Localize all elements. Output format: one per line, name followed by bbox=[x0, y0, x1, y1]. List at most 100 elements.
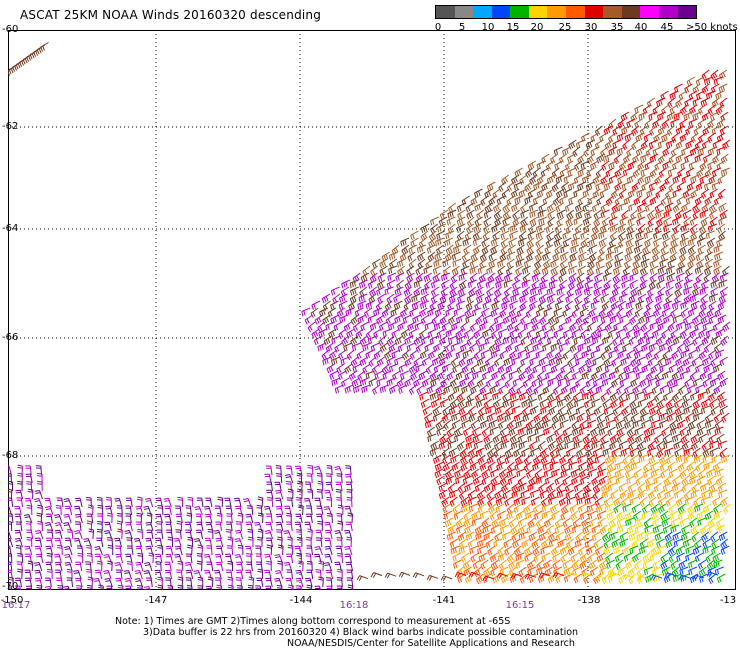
wind-barb bbox=[661, 104, 670, 116]
wind-barb bbox=[714, 468, 724, 478]
wind-barb bbox=[582, 188, 592, 198]
legend-swatch-5 bbox=[528, 6, 548, 18]
wind-barb bbox=[461, 552, 470, 563]
wind-barb bbox=[718, 216, 728, 226]
wind-barb bbox=[75, 521, 82, 532]
wind-barb bbox=[684, 321, 694, 331]
wind-barb bbox=[634, 426, 644, 436]
wind-barb bbox=[559, 195, 569, 205]
wind-barb bbox=[548, 279, 558, 289]
chart-title: ASCAT 25KM NOAA Winds 20160320 descendin… bbox=[20, 8, 322, 22]
wind-barb bbox=[205, 497, 213, 508]
wind-barb bbox=[613, 412, 623, 423]
wind-barb bbox=[593, 405, 602, 416]
wind-barb bbox=[700, 314, 709, 325]
wind-barb bbox=[551, 181, 560, 193]
wind-barb bbox=[692, 111, 702, 121]
wind-barb bbox=[368, 356, 377, 368]
wind-barb bbox=[226, 545, 234, 556]
wind-barb bbox=[474, 482, 484, 492]
wind-barb bbox=[713, 244, 723, 254]
wind-barb bbox=[710, 405, 719, 416]
wind-barb bbox=[697, 391, 707, 401]
wind-barb bbox=[640, 139, 649, 151]
wind-barb bbox=[484, 202, 493, 214]
wind-barb bbox=[74, 505, 82, 516]
wind-barb bbox=[14, 505, 22, 516]
wind-barb bbox=[265, 521, 273, 532]
wind-barb bbox=[682, 538, 692, 548]
wind-barb bbox=[614, 468, 624, 478]
wind-barb bbox=[695, 461, 704, 473]
wind-barb bbox=[692, 314, 701, 325]
wind-barb bbox=[508, 517, 517, 528]
wind-barb bbox=[490, 566, 499, 577]
wind-barb bbox=[465, 202, 474, 213]
wind-barb bbox=[352, 384, 362, 394]
wind-barb bbox=[520, 314, 529, 326]
wind-barb bbox=[679, 328, 688, 339]
wind-barb bbox=[625, 370, 635, 380]
wind-barb bbox=[705, 230, 715, 240]
wind-barb bbox=[568, 272, 577, 283]
wind-barb bbox=[472, 475, 482, 486]
wind-barb bbox=[654, 433, 663, 444]
wind-barb bbox=[567, 181, 577, 191]
wind-barb bbox=[711, 454, 721, 464]
wind-barb bbox=[305, 513, 313, 524]
time-label-1617: 16:17 bbox=[1, 600, 31, 611]
wind-barb bbox=[574, 160, 583, 171]
wind-barb bbox=[593, 538, 602, 549]
wind-barb bbox=[567, 153, 576, 163]
wind-barb bbox=[540, 545, 550, 555]
wind-barb bbox=[96, 528, 103, 540]
wind-barb bbox=[719, 377, 729, 388]
note-line-2: 3)Data buffer is 22 hrs from 20160320 4)… bbox=[143, 627, 579, 638]
wind-barb bbox=[480, 195, 489, 207]
wind-barb bbox=[422, 405, 432, 416]
lat-label-68: -68 bbox=[2, 450, 19, 461]
wind-barb bbox=[274, 569, 284, 580]
wind-barb bbox=[609, 433, 618, 444]
wind-barb bbox=[555, 531, 565, 542]
wind-barb bbox=[481, 307, 490, 318]
wind-barb bbox=[435, 237, 445, 247]
wind-barb bbox=[631, 139, 639, 151]
wind-barb bbox=[702, 503, 712, 514]
wind-barb bbox=[710, 83, 720, 94]
wind-barb bbox=[641, 342, 650, 352]
wind-barb bbox=[718, 293, 728, 304]
wind-barb bbox=[645, 146, 654, 157]
wind-barb bbox=[164, 561, 172, 572]
wind-barb bbox=[543, 426, 553, 436]
legend-label-20: 20 bbox=[530, 22, 544, 33]
wind-barb bbox=[693, 454, 703, 464]
wind-barb bbox=[529, 286, 540, 296]
wind-barb bbox=[247, 505, 254, 516]
legend-label-10: 10 bbox=[481, 22, 495, 33]
wind-barb bbox=[619, 398, 629, 408]
wind-barb bbox=[264, 569, 272, 580]
wind-barb bbox=[679, 517, 689, 527]
wind-barb bbox=[713, 76, 723, 86]
wind-barb bbox=[566, 538, 575, 549]
wind-barb bbox=[599, 188, 609, 198]
wind-barb bbox=[475, 335, 484, 347]
wind-barb bbox=[715, 104, 724, 116]
wind-barb bbox=[215, 521, 222, 532]
wind-barb bbox=[274, 481, 282, 492]
wind-barb bbox=[708, 349, 717, 360]
wind-barb bbox=[704, 510, 714, 521]
wind-barb bbox=[595, 181, 605, 191]
wind-barb bbox=[348, 370, 357, 381]
wind-barb bbox=[452, 363, 461, 374]
wind-barb bbox=[501, 531, 511, 541]
wind-barb bbox=[612, 139, 622, 149]
wind-barb bbox=[637, 174, 646, 185]
wind-barb bbox=[501, 300, 511, 310]
wind-barb bbox=[107, 512, 113, 524]
wind-barb bbox=[257, 512, 264, 524]
wind-barb bbox=[716, 118, 726, 129]
wind-barb bbox=[423, 265, 433, 275]
wind-barb bbox=[137, 552, 144, 564]
